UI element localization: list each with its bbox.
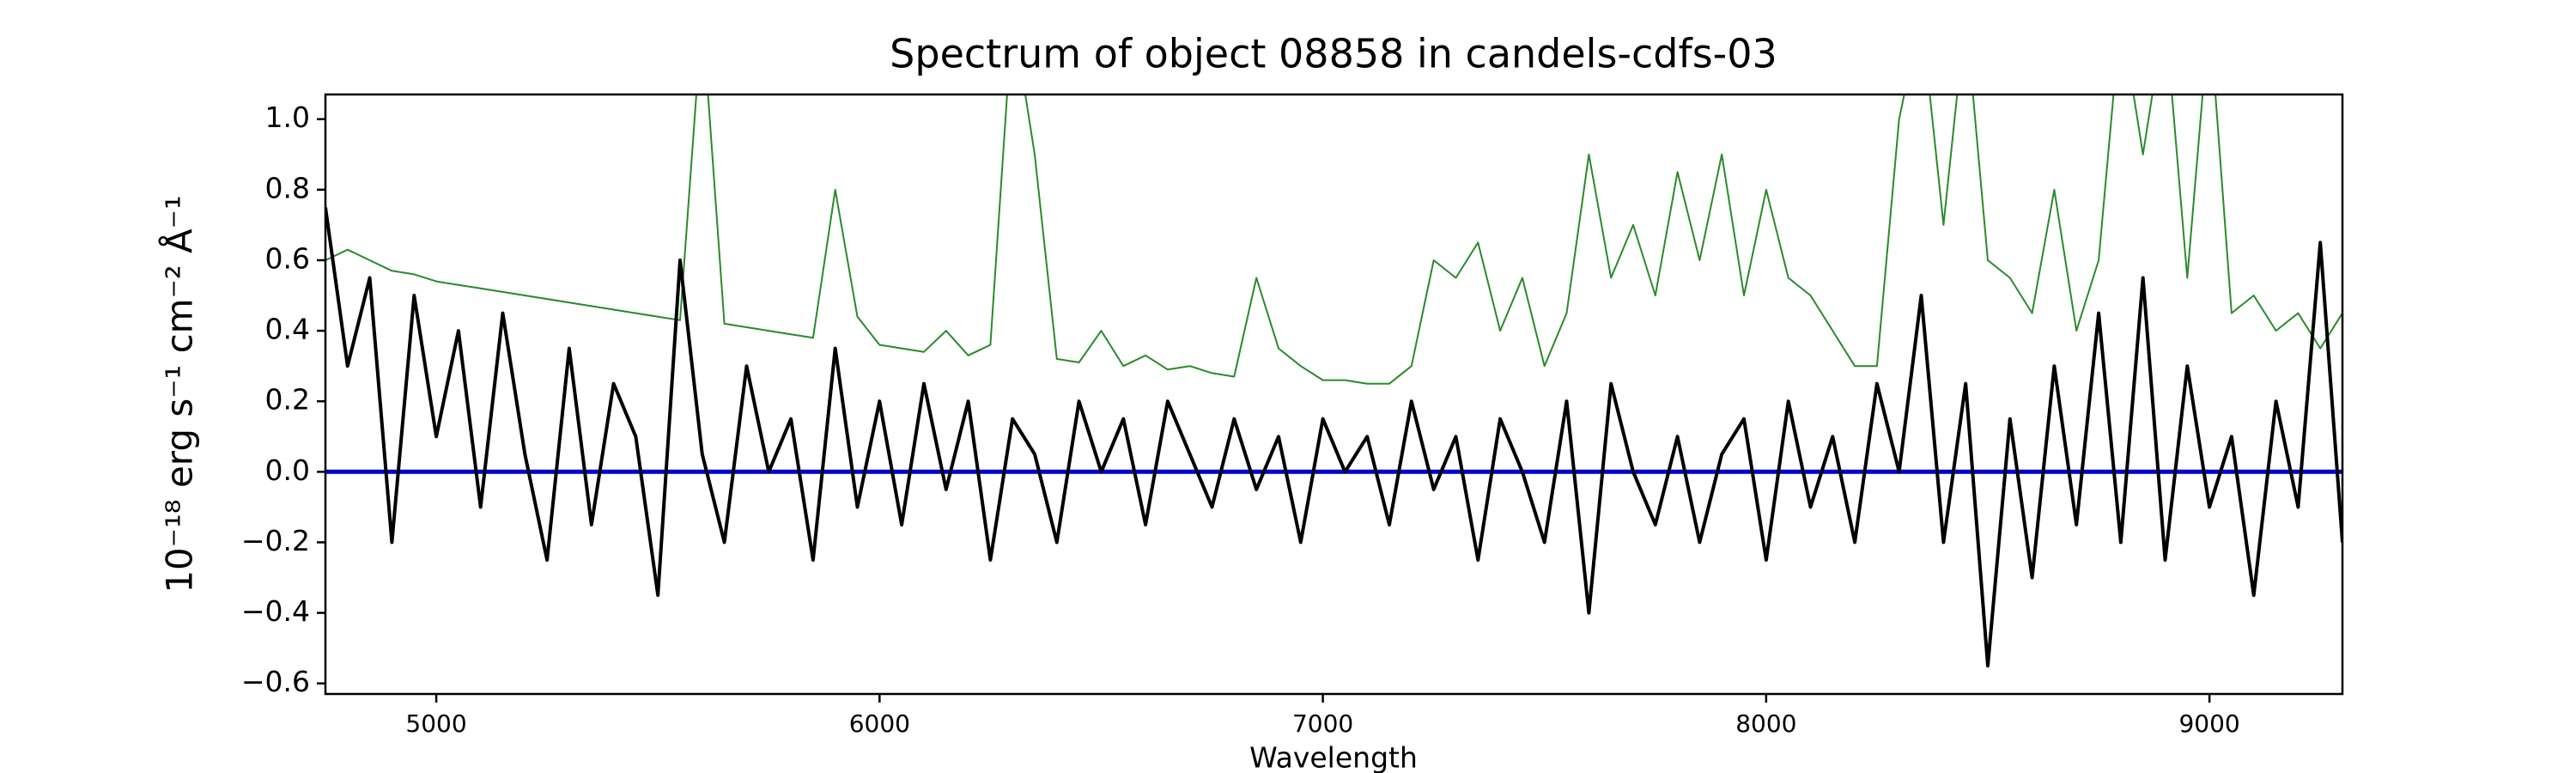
y-tick-label: 0.4 [265,313,310,346]
chart-title: Spectrum of object 08858 in candels-cdfs… [890,31,1777,77]
spectrum-line [325,207,2342,668]
y-tick-label: −0.2 [241,524,310,557]
y-tick-label: 0.6 [265,241,310,275]
y-tick-label: 0.2 [265,383,310,417]
x-tick-label: 7000 [1292,709,1353,738]
x-tick-label: 8000 [1735,709,1796,738]
spectrum-line [325,94,2342,385]
x-tick-label: 9000 [2178,709,2239,738]
plot-lines [325,94,2342,668]
y-tick-label: −0.6 [241,665,310,698]
y-tick-label: 1.0 [265,100,310,134]
x-tick-label: 5000 [405,709,466,738]
x-tick-label: 6000 [849,709,910,738]
y-axis-label: 10⁻¹⁸ erg s⁻¹ cm⁻² Å⁻¹ [158,195,201,593]
y-tick-label: 0.0 [265,453,310,487]
y-tick-label: 0.8 [265,171,310,204]
x-axis-label: Wavelength [1249,741,1418,773]
plot-frame [324,93,2344,696]
y-tick-label: −0.4 [241,594,310,628]
